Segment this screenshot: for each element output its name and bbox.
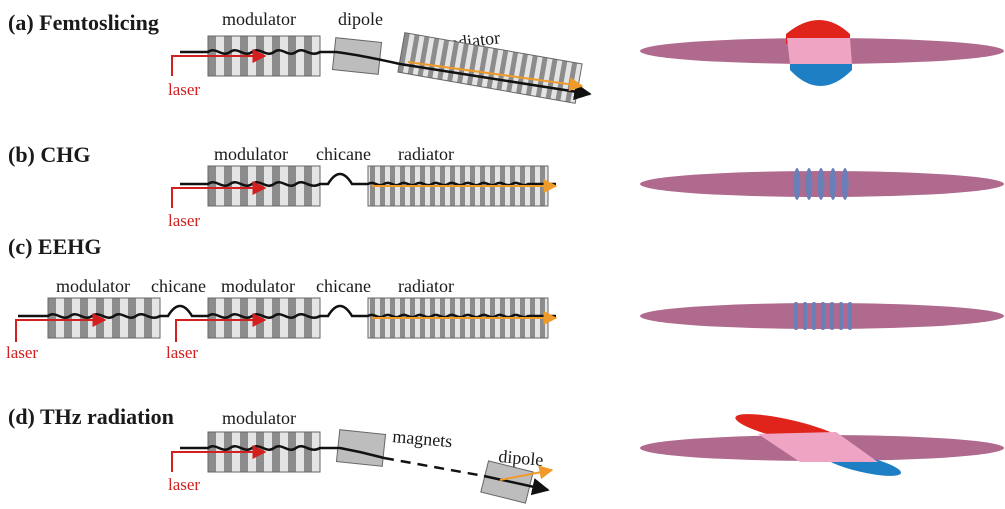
- panel-d-laser-beam: [171, 445, 267, 472]
- panel-a-electron-path: [180, 49, 592, 101]
- panel-b-laser-beam: [171, 181, 267, 208]
- panel-d-electron-path: [180, 445, 385, 460]
- panel-d-title: (d) THz radiation: [8, 404, 174, 429]
- panel-c-title: (c) EEHG: [8, 234, 102, 259]
- panel-a-laser-label: laser: [168, 80, 200, 99]
- panel-d-dipole-label: dipole: [498, 446, 545, 470]
- panel-c-chicane2-label: chicane: [316, 276, 371, 296]
- panel-a-laser-beam: [171, 49, 267, 76]
- panel-d-modulator-label: modulator: [222, 408, 296, 428]
- panel-a-dipole-label: dipole: [338, 9, 383, 29]
- panel-a-modulator-label: modulator: [222, 9, 296, 29]
- panel-b-modulator-label: modulator: [214, 144, 288, 164]
- panel-b-chicane-label: chicane: [316, 144, 371, 164]
- panel-d: (d) THz radiation modulator magnets dipo…: [8, 404, 1004, 504]
- panel-d-overlap: [758, 432, 878, 462]
- panel-c-modulator1-label: modulator: [56, 276, 130, 296]
- panel-a: (a) Femtoslicing modulator dipole radiat…: [8, 9, 1004, 104]
- panel-d-magnets-label: magnets: [392, 426, 454, 451]
- panel-a-overlap: [787, 38, 852, 64]
- panel-c: (c) EEHG modulator chicane modulator chi…: [6, 234, 1004, 362]
- panel-c-electron-path: [18, 304, 556, 319]
- panel-c-laser2-label: laser: [166, 343, 198, 362]
- panel-c-laser1-label: laser: [6, 343, 38, 362]
- panel-b-electron-path: [180, 172, 556, 187]
- panel-b-title: (b) CHG: [8, 142, 91, 167]
- panel-c-microbunches: [794, 302, 852, 330]
- panel-d-exit-path: [483, 474, 550, 496]
- panel-b-radiator-label: radiator: [398, 144, 454, 164]
- panel-d-thz-radiation: [499, 465, 554, 481]
- panel-b: (b) CHG modulator chicane radiator laser: [8, 142, 1004, 230]
- panel-b-laser-label: laser: [168, 211, 200, 230]
- panel-a-energy-down: [790, 60, 852, 86]
- panel-d-dipole1: [335, 429, 387, 467]
- panel-c-laser2-beam: [175, 313, 267, 342]
- panel-c-laser1-beam: [15, 313, 107, 342]
- panel-d-laser-label: laser: [168, 475, 200, 494]
- panel-b-microbunches: [793, 168, 849, 200]
- panel-a-title: (a) Femtoslicing: [8, 10, 159, 35]
- panel-c-radiator-label: radiator: [398, 276, 454, 296]
- panel-d-magnets-path: [383, 456, 485, 478]
- panel-c-modulator2-label: modulator: [221, 276, 295, 296]
- panel-c-chicane1-label: chicane: [151, 276, 206, 296]
- panel-a-radiation: [407, 61, 584, 92]
